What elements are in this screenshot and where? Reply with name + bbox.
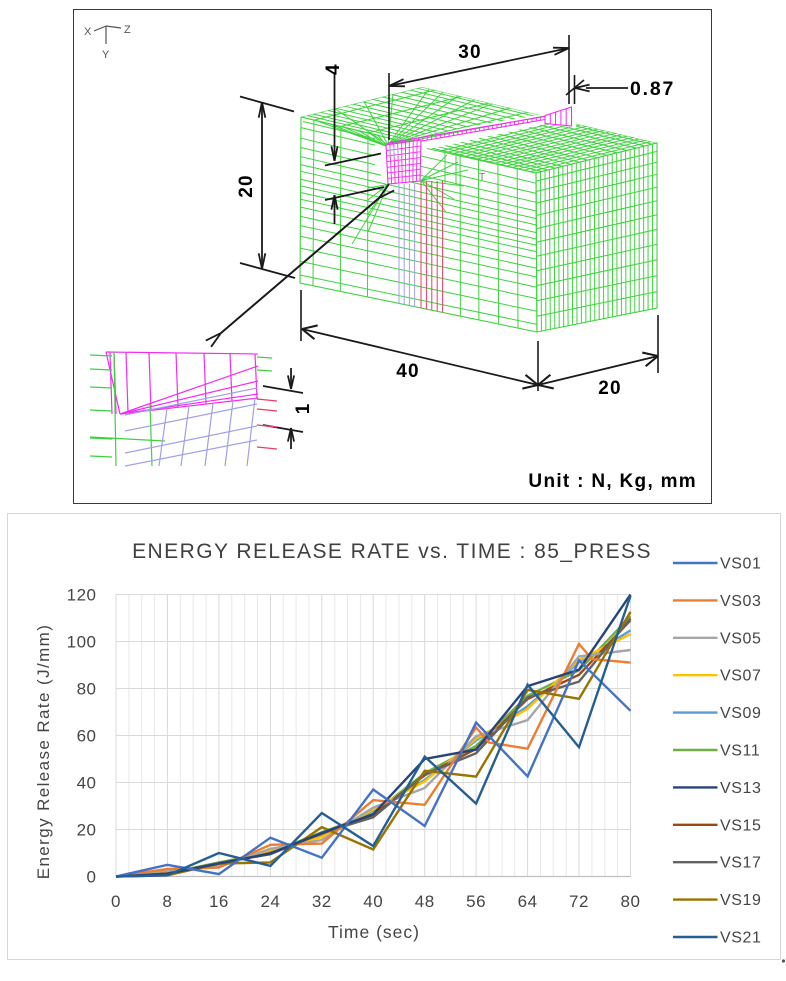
svg-text:0: 0 bbox=[111, 892, 121, 911]
svg-text:X: X bbox=[84, 26, 92, 38]
svg-text:VS07: VS07 bbox=[720, 668, 762, 685]
svg-text:20: 20 bbox=[77, 821, 97, 840]
svg-text:120: 120 bbox=[67, 586, 97, 605]
svg-text:72: 72 bbox=[569, 892, 589, 911]
svg-text:40: 40 bbox=[77, 774, 97, 793]
svg-text:0.87: 0.87 bbox=[630, 78, 675, 100]
svg-text:VS17: VS17 bbox=[720, 855, 762, 872]
svg-text:30: 30 bbox=[458, 42, 482, 63]
svg-text:VS09: VS09 bbox=[720, 705, 762, 722]
svg-text:VS01: VS01 bbox=[720, 556, 762, 573]
svg-text:56: 56 bbox=[466, 892, 486, 911]
svg-text:VS21: VS21 bbox=[720, 930, 762, 947]
svg-text:VS03: VS03 bbox=[720, 593, 762, 610]
svg-text:20: 20 bbox=[236, 174, 257, 198]
svg-text:Energy Release Rate (J/mm): Energy Release Rate (J/mm) bbox=[34, 624, 53, 880]
svg-text:0: 0 bbox=[87, 868, 97, 887]
svg-text:32: 32 bbox=[312, 892, 332, 911]
svg-text:16: 16 bbox=[209, 892, 229, 911]
svg-text:64: 64 bbox=[518, 892, 538, 911]
svg-text:60: 60 bbox=[77, 727, 97, 746]
svg-text:VS13: VS13 bbox=[720, 780, 762, 797]
svg-text:Time (sec): Time (sec) bbox=[328, 922, 420, 942]
svg-text:VS19: VS19 bbox=[720, 892, 762, 909]
svg-text:40: 40 bbox=[363, 892, 383, 911]
svg-text:Y: Y bbox=[102, 49, 110, 61]
svg-text:24: 24 bbox=[260, 892, 280, 911]
svg-text:8: 8 bbox=[162, 892, 172, 911]
svg-text:VS15: VS15 bbox=[720, 817, 762, 834]
svg-text:40: 40 bbox=[396, 361, 420, 382]
svg-text:20: 20 bbox=[598, 378, 622, 399]
svg-text:4: 4 bbox=[323, 63, 344, 75]
svg-text:80: 80 bbox=[621, 892, 641, 911]
svg-text:100: 100 bbox=[67, 633, 97, 652]
svg-text:1: 1 bbox=[293, 403, 314, 414]
svg-text:VS05: VS05 bbox=[720, 630, 762, 647]
svg-text:Unit : N, Kg, mm: Unit : N, Kg, mm bbox=[528, 471, 697, 492]
svg-text:T: T bbox=[479, 172, 485, 183]
svg-text:VS11: VS11 bbox=[720, 743, 760, 760]
svg-text:48: 48 bbox=[415, 892, 435, 911]
svg-text:Z: Z bbox=[124, 24, 131, 36]
svg-text:ENERGY RELEASE RATE vs. TIME :: ENERGY RELEASE RATE vs. TIME : 85_PRESS bbox=[132, 540, 652, 563]
svg-text:80: 80 bbox=[77, 680, 97, 699]
